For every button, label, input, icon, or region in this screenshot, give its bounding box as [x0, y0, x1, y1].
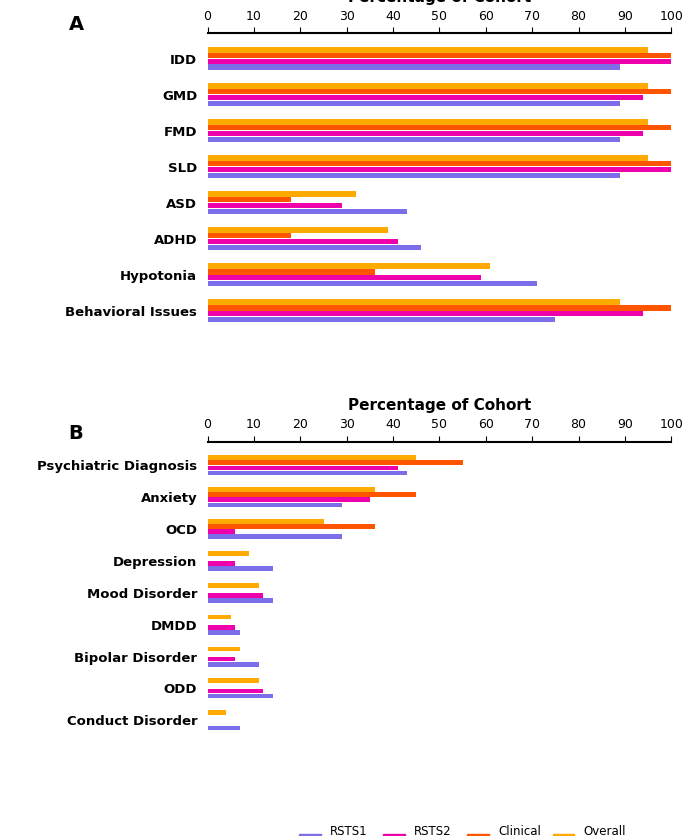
Bar [208, 197, 291, 202]
Bar [208, 694, 273, 698]
Bar [208, 191, 356, 196]
X-axis label: Percentage of Cohort: Percentage of Cohort [348, 0, 531, 5]
Bar [208, 94, 644, 100]
Bar [208, 245, 421, 250]
Bar [208, 130, 644, 136]
Bar [208, 646, 240, 651]
Bar [208, 678, 259, 683]
Bar [208, 59, 671, 64]
Bar [208, 227, 388, 232]
Bar [208, 471, 407, 476]
Bar [208, 281, 537, 286]
X-axis label: Percentage of Cohort: Percentage of Cohort [348, 398, 531, 413]
Bar [208, 53, 671, 59]
Bar [208, 64, 620, 70]
Bar [208, 47, 648, 53]
Bar [208, 662, 259, 666]
Bar [208, 100, 620, 106]
Bar [208, 89, 671, 94]
Bar [208, 120, 648, 125]
Legend: RSTS1
(n=28), RSTS2
(n=17), Clinical
(n=11), Overall
(n=56): RSTS1 (n=28), RSTS2 (n=17), Clinical (n=… [299, 825, 626, 836]
Bar [208, 711, 226, 715]
Bar [208, 551, 249, 556]
Bar [208, 172, 620, 178]
Bar [208, 136, 620, 142]
Bar [208, 593, 263, 598]
Bar [208, 524, 374, 529]
Bar [208, 167, 671, 172]
Bar [208, 233, 291, 238]
Bar [208, 534, 342, 539]
Bar [208, 466, 398, 471]
Bar [208, 155, 648, 161]
Bar [208, 456, 416, 460]
Bar [208, 566, 273, 571]
Bar [208, 598, 273, 603]
Bar [208, 84, 648, 89]
Bar [208, 317, 555, 322]
Bar [208, 689, 263, 693]
Bar [208, 487, 374, 492]
Bar [208, 561, 235, 566]
Bar [208, 583, 259, 588]
Bar [208, 529, 235, 534]
Bar [208, 630, 240, 635]
Bar [208, 203, 342, 208]
Bar [208, 305, 671, 310]
Bar [208, 461, 462, 466]
Bar [208, 263, 491, 268]
Bar [208, 239, 398, 244]
Bar [208, 275, 481, 280]
Bar [208, 624, 235, 630]
Bar [208, 502, 342, 507]
Bar [208, 492, 416, 497]
Bar [208, 209, 407, 214]
Bar [208, 614, 230, 619]
Text: B: B [69, 424, 83, 442]
Bar [208, 299, 620, 305]
Bar [208, 161, 671, 166]
Bar [208, 519, 323, 524]
Text: A: A [69, 15, 84, 34]
Bar [208, 497, 370, 502]
Bar [208, 269, 374, 274]
Bar [208, 125, 671, 130]
Bar [208, 657, 235, 661]
Bar [208, 311, 644, 316]
Bar [208, 726, 240, 731]
